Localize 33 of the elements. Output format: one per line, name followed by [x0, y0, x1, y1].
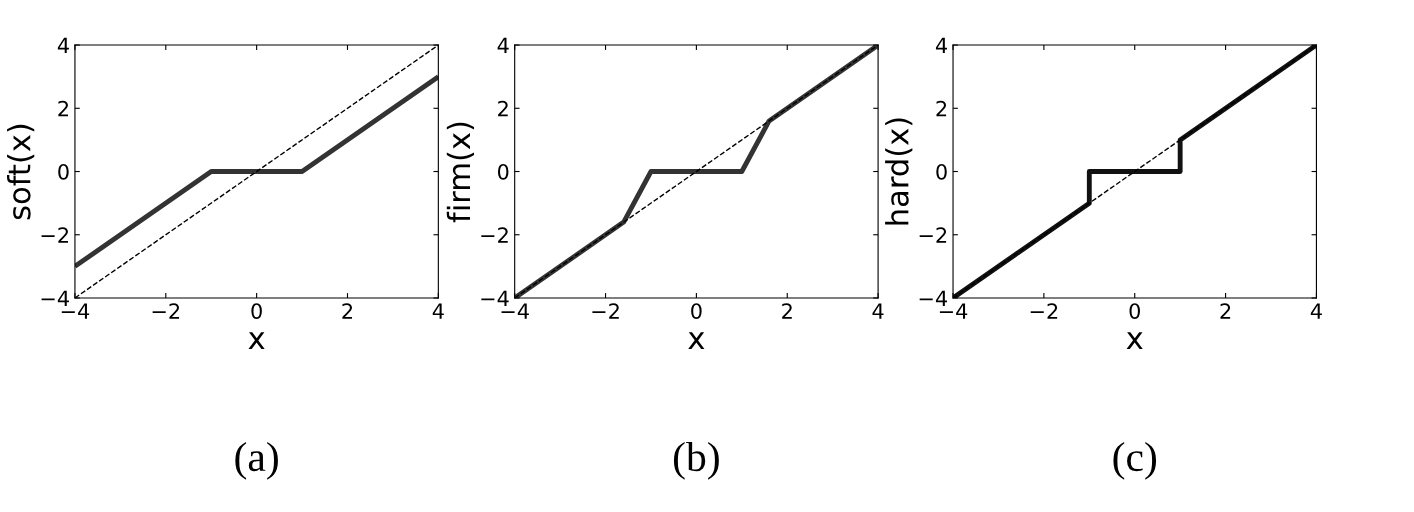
y-tick-label: −2 [41, 227, 68, 243]
y-axis-title: firm(x) [446, 122, 475, 223]
text: (c) [1113, 441, 1157, 480]
x-tick-label: 2 [1220, 303, 1231, 319]
x-tick-label: −2 [152, 303, 180, 319]
y-axis-title: soft(x) [7, 124, 35, 220]
y-tick-label: 2 [498, 100, 508, 117]
y-tick-label: 4 [57, 37, 69, 53]
x-tick-label: 0 [1129, 303, 1140, 319]
y-tick-label: 4 [497, 37, 509, 53]
y-tick-label: 0 [936, 163, 947, 180]
x-tick-label: −2 [1030, 303, 1058, 319]
x-axis-title: x [688, 332, 705, 349]
y-tick-label: −2 [919, 227, 947, 243]
y-axis-title: hard(x) [885, 118, 913, 225]
text: (b) [673, 441, 719, 480]
x-axis-title: x [248, 332, 265, 349]
x-tick-label: 4 [872, 303, 884, 319]
y-tick-label: 0 [58, 163, 69, 180]
text: (a) [235, 441, 278, 480]
x-axis-title: x [1126, 332, 1143, 349]
y-tick-label: 2 [936, 100, 947, 117]
y-tick-label: 4 [935, 37, 948, 53]
x-tick-label: 2 [782, 303, 792, 319]
x-tick-label: 0 [691, 303, 702, 319]
x-tick-label: −2 [592, 303, 619, 319]
x-tick-label: 4 [432, 303, 444, 319]
y-tick-label: 2 [58, 100, 68, 117]
y-tick-label: 0 [497, 163, 509, 180]
x-tick-label: 2 [342, 303, 353, 319]
x-tick-label: 4 [1310, 303, 1322, 319]
y-tick-label: −2 [481, 227, 508, 243]
x-tick-label: 0 [251, 303, 262, 319]
